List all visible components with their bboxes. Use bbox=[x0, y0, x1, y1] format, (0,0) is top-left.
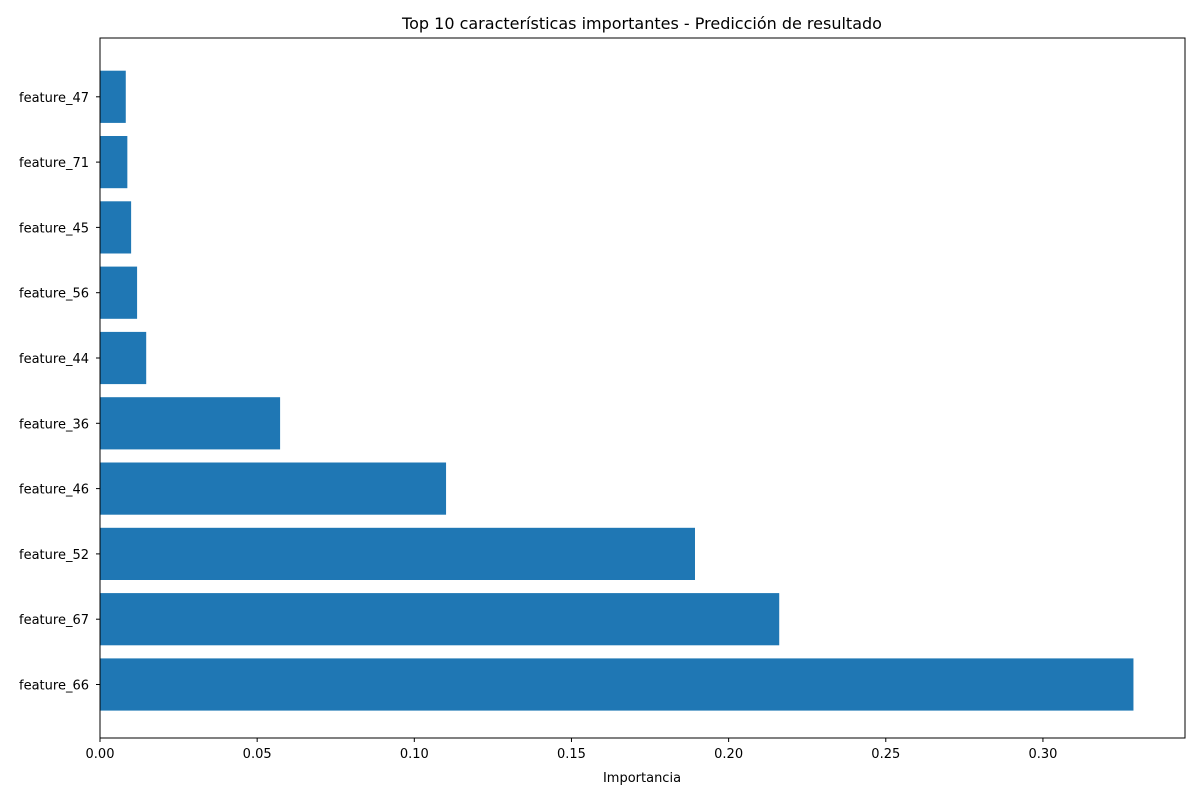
y-tick-label: feature_44 bbox=[19, 352, 89, 367]
x-tick-label: 0.15 bbox=[557, 747, 586, 762]
chart-title: Top 10 características importantes - Pre… bbox=[401, 14, 882, 33]
y-tick-label: feature_46 bbox=[19, 483, 89, 498]
bar-feature-71 bbox=[100, 136, 128, 189]
bar-feature-44 bbox=[100, 331, 147, 385]
y-tick-label: feature_47 bbox=[19, 91, 89, 106]
plot-frame bbox=[99, 37, 1186, 739]
x-axis-ticks: 0.00 0.05 0.10 0.15 0.20 0.25 0.30 bbox=[86, 738, 1057, 762]
x-tick-label: 0.30 bbox=[1028, 747, 1057, 762]
bar-feature-66 bbox=[100, 658, 1134, 711]
bar-feature-45 bbox=[100, 201, 132, 254]
y-tick-label: feature_66 bbox=[19, 679, 89, 694]
x-tick-label: 0.00 bbox=[86, 747, 115, 762]
y-axis-ticks: feature_47 feature_71 feature_45 feature_56… bbox=[19, 91, 100, 694]
bar-feature-47 bbox=[100, 70, 126, 123]
y-tick-label: feature_45 bbox=[19, 221, 89, 236]
bars-layer bbox=[100, 70, 1134, 711]
bar-feature-36 bbox=[100, 397, 281, 450]
bar-feature-46 bbox=[100, 462, 447, 515]
x-axis-label: Importancia bbox=[603, 771, 681, 786]
bar-feature-67 bbox=[100, 593, 780, 646]
x-tick-label: 0.25 bbox=[871, 747, 900, 762]
x-tick-label: 0.20 bbox=[714, 747, 743, 762]
y-tick-label: feature_52 bbox=[19, 548, 89, 563]
y-tick-label: feature_56 bbox=[19, 287, 89, 302]
x-tick-label: 0.10 bbox=[400, 747, 429, 762]
y-tick-label: feature_67 bbox=[19, 613, 89, 628]
y-tick-label: feature_71 bbox=[19, 156, 89, 171]
y-tick-label: feature_36 bbox=[19, 417, 89, 432]
bar-feature-56 bbox=[100, 266, 138, 319]
bar-feature-52 bbox=[100, 527, 695, 580]
x-tick-label: 0.05 bbox=[243, 747, 272, 762]
